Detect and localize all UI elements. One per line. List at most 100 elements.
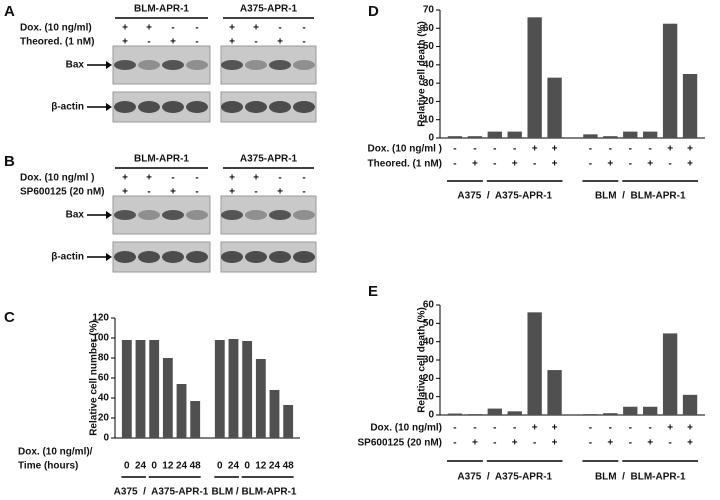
x-tick-label: 0 [244,461,250,472]
protein-band [245,251,267,263]
bar [121,340,132,438]
blot-header: A375-APR-1 [240,4,298,15]
sign: + [532,144,538,155]
sign: + [146,173,152,184]
x-tick-label: 0 [217,461,223,472]
bar [662,333,678,415]
sign: + [647,438,653,449]
y-tick-label: 40 [423,59,435,70]
protein-band [138,101,160,113]
row-label: Dox. (10 ng/ml ) [20,173,94,184]
y-tick-label: 100 [92,333,109,344]
sign: + [532,423,538,434]
sign: - [609,423,612,434]
sign: + [229,37,235,48]
blot-header: A375-APR-1 [240,154,298,165]
band-label: β-actin [51,102,84,113]
sign: - [629,438,632,449]
bar [228,339,239,438]
sign: - [302,173,305,184]
bar [467,136,483,138]
y-tick-label: 0 [428,133,434,144]
sign: - [513,144,516,155]
sign: + [253,23,259,34]
bar [487,131,502,138]
sign: + [277,37,283,48]
row-label: Dox. (10 ng/ml ) [368,144,442,155]
y-axis-label: Relative cell death (%) [417,307,428,413]
sign: + [687,159,693,170]
x-tick-label: 12 [162,461,174,472]
arrow-head [106,61,112,69]
y-tick-label: 50 [423,41,435,52]
sign: - [278,173,281,184]
sign: + [229,187,235,198]
row-label: Theored. (1 nM) [368,159,442,170]
blot-header: BLM-APR-1 [134,4,189,15]
y-axis-label: Relative cell death (%) [417,21,428,127]
sign: - [171,23,174,34]
bar [162,358,173,438]
sign: - [668,438,671,449]
arrow-head [106,211,112,219]
protein-band [293,251,315,263]
panel-letter: B [4,153,15,170]
y-tick-label: 70 [423,5,435,16]
bar [623,131,638,138]
bar [487,408,502,415]
protein-band [114,251,136,263]
row-label: Dox. (10 ng/ml)/ [18,447,93,458]
protein-band [162,210,184,220]
bar [269,390,280,438]
group-label: BLM / BLM-APR-1 [595,191,686,202]
bar [467,414,483,415]
sign: - [453,438,456,449]
blot-header: BLM-APR-1 [134,154,189,165]
sign: + [687,438,693,449]
sign: - [533,159,536,170]
bar [603,413,618,415]
protein-band [186,60,208,70]
sign: + [122,187,128,198]
sign: - [493,423,496,434]
sign: + [253,173,259,184]
protein-band [114,210,136,220]
bar [283,405,294,438]
y-tick-label: 0 [103,433,109,444]
panel-letter: D [368,3,379,20]
sign: - [629,423,632,434]
sign: + [667,423,673,434]
protein-band [245,101,267,113]
bar [447,413,463,415]
row-label: SP600125 (20 nM) [358,438,443,449]
sign: + [229,173,235,184]
protein-band [269,210,291,220]
sign: + [687,423,693,434]
x-tick-label: 24 [135,461,147,472]
protein-band [221,101,243,113]
row-label: Dox. (10 ng/ml) [20,23,92,34]
y-tick-label: 60 [98,373,110,384]
protein-band [114,60,136,70]
group-label: A375 / A375-APR-1 [457,191,552,202]
y-tick-label: 40 [423,336,435,347]
sign: - [147,37,150,48]
y-tick-label: 30 [423,355,435,366]
sign: - [629,144,632,155]
bar [507,131,522,138]
x-tick-label: 0 [151,461,157,472]
y-tick-label: 60 [423,23,435,34]
bar [190,401,201,438]
sign: - [649,423,652,434]
sign: + [552,159,558,170]
protein-band [269,60,291,70]
arrow-head [106,103,112,111]
arrow-head [106,253,112,261]
y-tick-label: 10 [423,114,435,125]
sign: + [667,144,673,155]
y-tick-label: 20 [423,373,435,384]
bar [135,340,146,438]
protein-band [293,60,315,70]
band-label: β-actin [51,252,84,263]
sign: + [277,187,283,198]
